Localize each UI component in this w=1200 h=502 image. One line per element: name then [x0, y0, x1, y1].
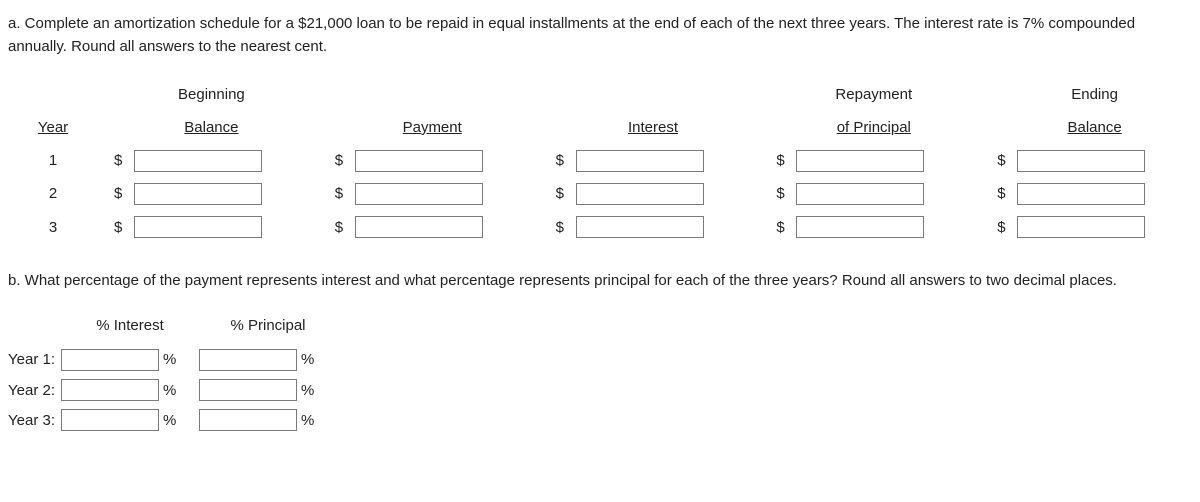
pct-suffix: % — [301, 348, 319, 371]
currency-symbol: $ — [556, 182, 570, 205]
input-interest-3[interactable] — [576, 216, 704, 238]
input-principal-1[interactable] — [796, 150, 924, 172]
pct-year2-label: Year 2: — [8, 379, 61, 402]
input-payment-1[interactable] — [355, 150, 483, 172]
row-1-payment: $ — [335, 149, 530, 172]
header-year: Year — [18, 116, 88, 139]
input-ending-3[interactable] — [1017, 216, 1145, 238]
input-ending-2[interactable] — [1017, 183, 1145, 205]
input-payment-3[interactable] — [355, 216, 483, 238]
row-1-principal: $ — [776, 149, 971, 172]
currency-symbol: $ — [335, 149, 349, 172]
input-payment-2[interactable] — [355, 183, 483, 205]
row-1-interest: $ — [556, 149, 751, 172]
header-payment: Payment — [335, 116, 530, 139]
input-pct-interest-1[interactable] — [61, 349, 159, 371]
pct-suffix: % — [301, 409, 319, 432]
header-pct-interest: % Interest — [61, 314, 199, 341]
row-1-ending: $ — [997, 149, 1192, 172]
percentage-table: % Interest % Principal Year 1: % % Year … — [8, 314, 337, 432]
pct-suffix: % — [163, 348, 181, 371]
currency-symbol: $ — [335, 182, 349, 205]
part-a-prompt: a. Complete an amortization schedule for… — [8, 12, 1192, 59]
currency-symbol: $ — [997, 149, 1011, 172]
row-2-beginning: $ — [114, 182, 309, 205]
pct-year1-interest: % — [61, 348, 199, 371]
row-1-beginning: $ — [114, 149, 309, 172]
currency-symbol: $ — [335, 216, 349, 239]
input-beginning-1[interactable] — [134, 150, 262, 172]
row-2-interest: $ — [556, 182, 751, 205]
currency-symbol: $ — [114, 149, 128, 172]
input-principal-2[interactable] — [796, 183, 924, 205]
currency-symbol: $ — [776, 216, 790, 239]
currency-symbol: $ — [556, 216, 570, 239]
currency-symbol: $ — [776, 149, 790, 172]
pct-year3-interest: % — [61, 409, 199, 432]
row-3-beginning: $ — [114, 216, 309, 239]
row-2-payment: $ — [335, 182, 530, 205]
currency-symbol: $ — [776, 182, 790, 205]
header-ending-balance: Balance — [997, 116, 1192, 139]
part-b-prompt: b. What percentage of the payment repres… — [8, 269, 1192, 292]
currency-symbol: $ — [114, 182, 128, 205]
header-interest: Interest — [556, 116, 751, 139]
input-pct-principal-3[interactable] — [199, 409, 297, 431]
row-2-principal: $ — [776, 182, 971, 205]
input-ending-1[interactable] — [1017, 150, 1145, 172]
pct-year2-interest: % — [61, 379, 199, 402]
header-ending-top: Ending — [997, 83, 1192, 106]
amortization-table: Beginning Repayment Ending Year Balance … — [18, 83, 1192, 239]
header-repayment-top: Repayment — [776, 83, 971, 106]
input-pct-interest-3[interactable] — [61, 409, 159, 431]
pct-year1-principal: % — [199, 348, 337, 371]
pct-year3-label: Year 3: — [8, 409, 61, 432]
row-3-year: 3 — [18, 216, 88, 239]
input-beginning-2[interactable] — [134, 183, 262, 205]
row-3-payment: $ — [335, 216, 530, 239]
header-pct-principal: % Principal — [199, 314, 337, 341]
header-beginning-balance: Balance — [114, 116, 309, 139]
input-pct-interest-2[interactable] — [61, 379, 159, 401]
row-3-interest: $ — [556, 216, 751, 239]
currency-symbol: $ — [997, 216, 1011, 239]
header-of-principal: of Principal — [776, 116, 971, 139]
input-pct-principal-1[interactable] — [199, 349, 297, 371]
input-interest-2[interactable] — [576, 183, 704, 205]
pct-year3-principal: % — [199, 409, 337, 432]
input-principal-3[interactable] — [796, 216, 924, 238]
pct-suffix: % — [301, 379, 319, 402]
input-beginning-3[interactable] — [134, 216, 262, 238]
pct-year1-label: Year 1: — [8, 348, 61, 371]
pct-year2-principal: % — [199, 379, 337, 402]
input-pct-principal-2[interactable] — [199, 379, 297, 401]
currency-symbol: $ — [556, 149, 570, 172]
row-2-ending: $ — [997, 182, 1192, 205]
row-3-principal: $ — [776, 216, 971, 239]
currency-symbol: $ — [114, 216, 128, 239]
row-1-year: 1 — [18, 149, 88, 172]
pct-suffix: % — [163, 409, 181, 432]
pct-suffix: % — [163, 379, 181, 402]
input-interest-1[interactable] — [576, 150, 704, 172]
row-2-year: 2 — [18, 182, 88, 205]
row-3-ending: $ — [997, 216, 1192, 239]
currency-symbol: $ — [997, 182, 1011, 205]
header-beginning-top: Beginning — [114, 83, 309, 106]
